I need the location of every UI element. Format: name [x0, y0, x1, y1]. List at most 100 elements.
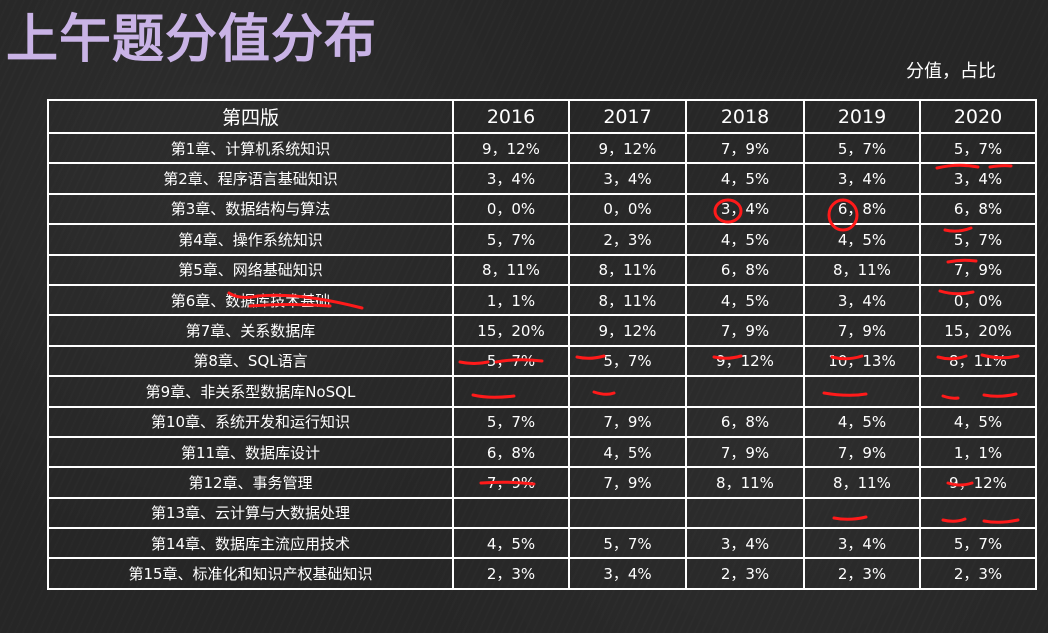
value-cell-2016: 1，1% [452, 283, 570, 317]
chapter-cell: 第7章、关系数据库 [47, 314, 454, 347]
chapter-cell: 第9章、非关系型数据库NoSQL [47, 375, 454, 408]
value-cell-2019 [803, 375, 921, 408]
value-cell-2019: 3，4% [803, 283, 921, 317]
value-cell-2017: 7，9% [568, 405, 687, 438]
value-cell-2016: 4，5% [452, 527, 570, 560]
value-cell-2018: 2，3% [685, 557, 805, 590]
value-cell-2019: 4，5% [803, 405, 921, 438]
value-cell-2020: 5，7% [919, 131, 1037, 165]
year-header-2016: 2016 [452, 99, 570, 134]
value-cell-2020: 5，7% [919, 223, 1037, 256]
value-cell-2018: 4，5% [685, 162, 805, 195]
table-row: 第8章、SQL语言 5，7% 5，7% 9，12% 10，13% 8，11% [47, 344, 1037, 378]
table-row: 第14章、数据库主流应用技术 4，5% 5，7% 3，4% 3，4% 5，7% [47, 527, 1037, 560]
value-cell-2016: 8，11% [452, 253, 570, 286]
value-cell-2016: 5，7% [452, 223, 570, 256]
chapter-cell: 第12章、事务管理 [47, 466, 454, 499]
chapter-cell: 第8章、SQL语言 [47, 344, 454, 378]
value-cell-2017: 9，12% [568, 314, 687, 347]
value-cell-2019: 3，4% [803, 527, 921, 560]
value-cell-2017: 8，11% [568, 283, 687, 317]
value-cell-2020: 0，0% [919, 283, 1037, 317]
edition-header: 第四版 [47, 99, 454, 134]
value-cell-2020: 1，1% [919, 435, 1037, 469]
value-cell-2017 [568, 496, 687, 530]
page-title: 上午题分值分布 [6, 10, 378, 70]
value-cell-2019: 8，11% [803, 466, 921, 499]
table-body: 第1章、计算机系统知识 9，12% 9，12% 7，9% 5，7% 5，7% 第2章、程序语… [47, 131, 1037, 590]
table-row: 第12章、事务管理 7，9% 7，9% 8，11% 8，11% 9，12% [47, 466, 1037, 499]
value-cell-2017: 0，0% [568, 192, 687, 226]
value-cell-2020: 7，9% [919, 253, 1037, 286]
value-cell-2019: 3，4% [803, 162, 921, 195]
value-cell-2017: 3，4% [568, 162, 687, 195]
table-row: 第13章、云计算与大数据处理 [47, 496, 1037, 530]
chapter-cell: 第13章、云计算与大数据处理 [47, 496, 454, 530]
value-cell-2016 [452, 375, 570, 408]
value-cell-2019: 7，9% [803, 435, 921, 469]
value-cell-2018: 6，8% [685, 253, 805, 286]
value-cell-2020 [919, 496, 1037, 530]
value-cell-2020: 3，4% [919, 162, 1037, 195]
chapter-cell: 第5章、网络基础知识 [47, 253, 454, 286]
chapter-cell: 第2章、程序语言基础知识 [47, 162, 454, 195]
value-cell-2017: 2，3% [568, 223, 687, 256]
value-cell-2018: 3，4% [685, 527, 805, 560]
table-header-row: 第四版 2016 2017 2018 2019 2020 [47, 99, 1037, 134]
value-cell-2018 [685, 375, 805, 408]
value-cell-2018: 7，9% [685, 131, 805, 165]
value-cell-2017: 8，11% [568, 253, 687, 286]
table-row: 第2章、程序语言基础知识 3，4% 3，4% 4，5% 3，4% 3，4% [47, 162, 1037, 195]
value-cell-2016 [452, 496, 570, 530]
value-cell-2016: 2，3% [452, 557, 570, 590]
chapter-cell: 第6章、数据库技术基础 [47, 283, 454, 317]
value-cell-2016: 9，12% [452, 131, 570, 165]
value-cell-2018: 3，4% [685, 192, 805, 226]
chapter-cell: 第10章、系统开发和运行知识 [47, 405, 454, 438]
value-cell-2020 [919, 375, 1037, 408]
value-cell-2020: 4，5% [919, 405, 1037, 438]
value-legend: 分值，占比 [906, 61, 996, 82]
chapter-cell: 第14章、数据库主流应用技术 [47, 527, 454, 560]
value-cell-2020: 5，7% [919, 527, 1037, 560]
chapter-cell: 第4章、操作系统知识 [47, 223, 454, 256]
value-cell-2020: 8，11% [919, 344, 1037, 378]
value-cell-2016: 6，8% [452, 435, 570, 469]
value-cell-2019: 5，7% [803, 131, 921, 165]
year-header-2018: 2018 [685, 99, 805, 134]
value-cell-2017: 3，4% [568, 557, 687, 590]
value-cell-2020: 9，12% [919, 466, 1037, 499]
table-row: 第5章、网络基础知识 8，11% 8，11% 6，8% 8，11% 7，9% [47, 253, 1037, 286]
year-header-2017: 2017 [568, 99, 687, 134]
table-row: 第4章、操作系统知识 5，7% 2，3% 4，5% 4，5% 5，7% [47, 223, 1037, 256]
value-cell-2016: 5，7% [452, 405, 570, 438]
value-cell-2018: 6，8% [685, 405, 805, 438]
value-cell-2019: 10，13% [803, 344, 921, 378]
chapter-cell: 第3章、数据结构与算法 [47, 192, 454, 226]
value-cell-2017: 5，7% [568, 527, 687, 560]
value-cell-2016: 5，7% [452, 344, 570, 378]
chapter-cell: 第1章、计算机系统知识 [47, 131, 454, 165]
value-cell-2019: 6，8% [803, 192, 921, 226]
value-cell-2017: 4，5% [568, 435, 687, 469]
value-cell-2019: 8，11% [803, 253, 921, 286]
table-row: 第10章、系统开发和运行知识 5，7% 7，9% 6，8% 4，5% 4，5% [47, 405, 1037, 438]
value-cell-2016: 15，20% [452, 314, 570, 347]
table-row: 第9章、非关系型数据库NoSQL [47, 375, 1037, 408]
score-distribution-table: 第四版 2016 2017 2018 2019 2020 第1章、计算机系统知识… [47, 99, 1037, 590]
value-cell-2019: 7，9% [803, 314, 921, 347]
value-cell-2017 [568, 375, 687, 408]
value-cell-2016: 0，0% [452, 192, 570, 226]
table-row: 第1章、计算机系统知识 9，12% 9，12% 7，9% 5，7% 5，7% [47, 131, 1037, 165]
value-cell-2019: 2，3% [803, 557, 921, 590]
value-cell-2017: 7，9% [568, 466, 687, 499]
value-cell-2018: 7，9% [685, 435, 805, 469]
value-cell-2016: 3，4% [452, 162, 570, 195]
value-cell-2018: 7，9% [685, 314, 805, 347]
value-cell-2019: 4，5% [803, 223, 921, 256]
table-row: 第7章、关系数据库 15，20% 9，12% 7，9% 7，9% 15，20% [47, 314, 1037, 347]
value-cell-2018: 9，12% [685, 344, 805, 378]
value-cell-2018 [685, 496, 805, 530]
chapter-cell: 第15章、标准化和知识产权基础知识 [47, 557, 454, 590]
value-cell-2018: 4，5% [685, 223, 805, 256]
